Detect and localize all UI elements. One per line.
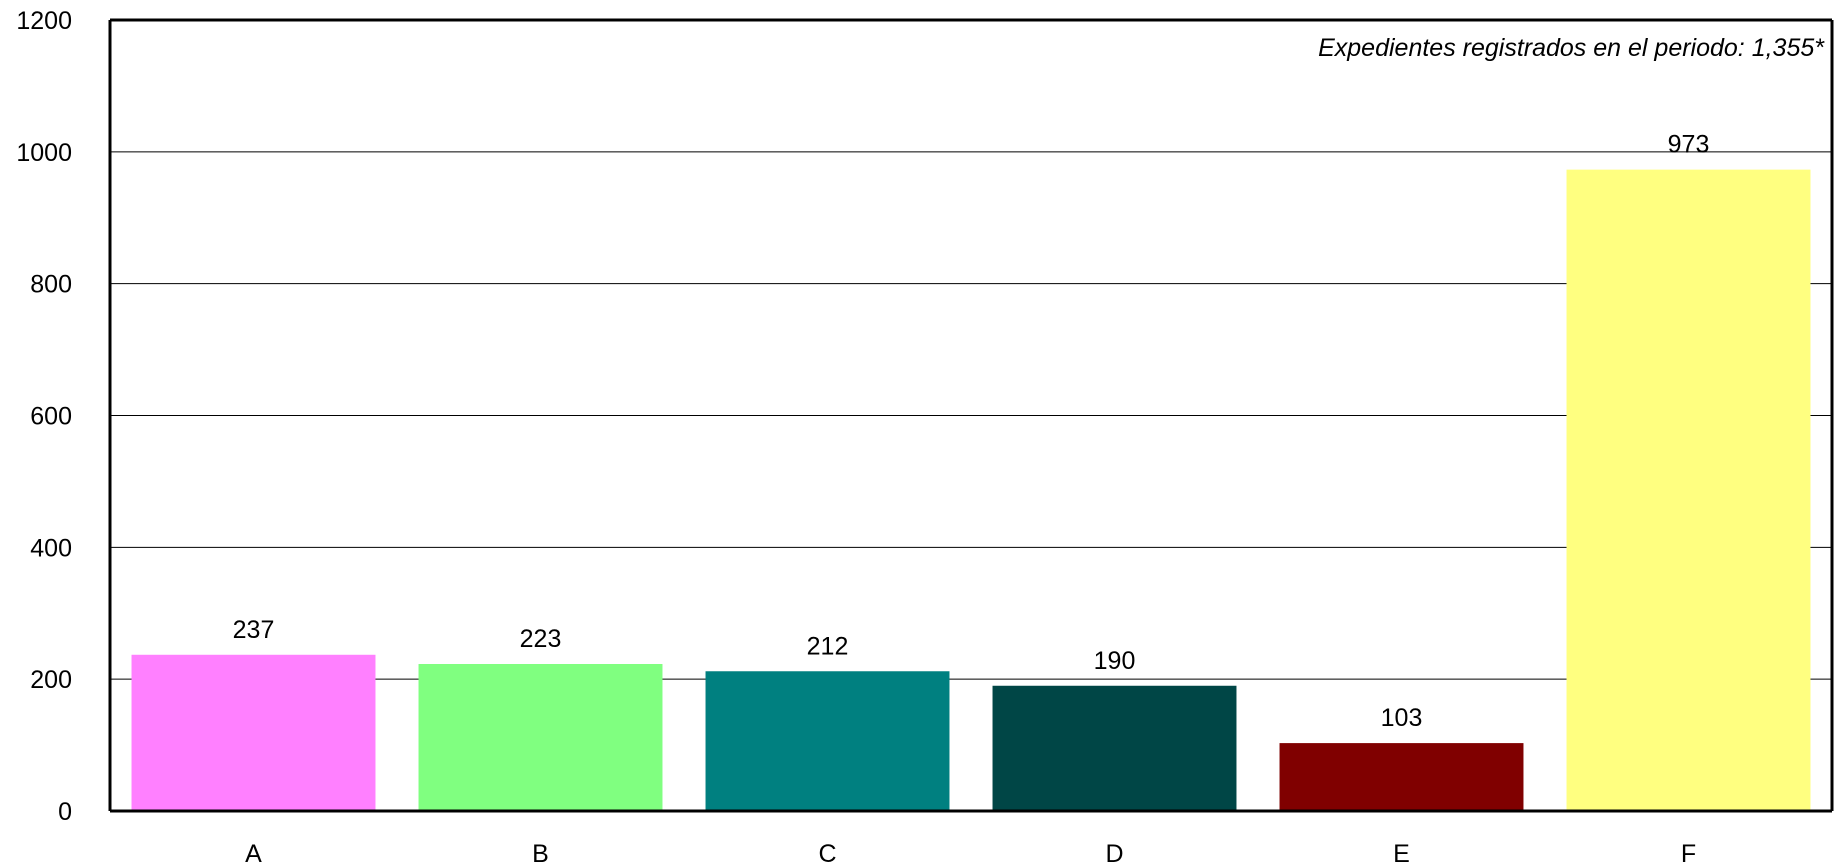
data-label: 190 xyxy=(1094,647,1136,675)
x-tick-label: C xyxy=(818,840,836,865)
x-tick-label: A xyxy=(245,840,262,865)
bars xyxy=(131,169,1811,811)
y-tick-label: 200 xyxy=(30,666,72,694)
bar-c xyxy=(705,671,950,811)
bar-e xyxy=(1279,743,1524,811)
chart-annotation: Expedientes registrados en el periodo: 1… xyxy=(1318,34,1825,62)
data-label: 973 xyxy=(1668,131,1710,159)
bar-f xyxy=(1566,169,1811,811)
bar-b xyxy=(418,664,663,811)
y-tick-label: 1200 xyxy=(16,7,72,35)
x-tick-label: F xyxy=(1681,840,1696,865)
bar-a xyxy=(131,654,376,811)
y-tick-label: 0 xyxy=(58,798,72,826)
labels: 0 200 400 600 800 1000 1200 237 A 223 B 212 C 190 D 103… xyxy=(16,7,1709,865)
data-label: 237 xyxy=(233,616,275,644)
data-label: 212 xyxy=(807,632,849,660)
bar-d xyxy=(992,685,1237,811)
y-tick-label: 400 xyxy=(30,534,72,562)
x-tick-label: D xyxy=(1105,840,1123,865)
y-tick-label: 800 xyxy=(30,271,72,299)
gridlines xyxy=(110,151,1832,680)
x-tick-label: E xyxy=(1393,840,1410,865)
data-label: 103 xyxy=(1381,704,1423,732)
y-tick-label: 1000 xyxy=(16,139,72,167)
x-tick-label: B xyxy=(532,840,549,865)
y-tick-label: 600 xyxy=(30,403,72,431)
data-label: 223 xyxy=(520,625,562,653)
axes xyxy=(108,18,1834,813)
